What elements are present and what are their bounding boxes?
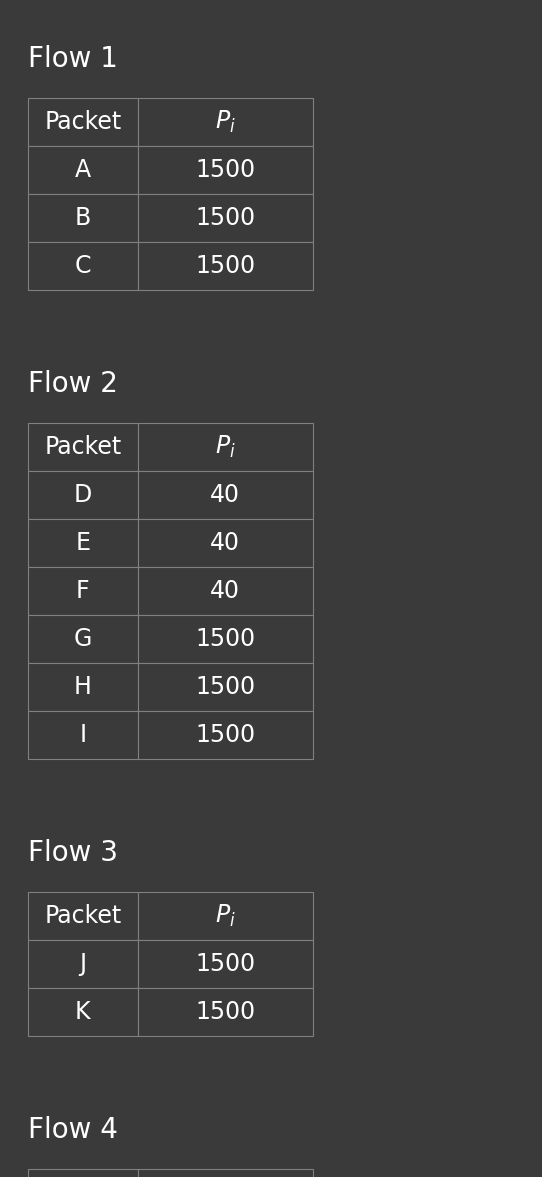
Bar	[28, 146, 138, 194]
Text: A: A	[75, 158, 91, 182]
Text: 1500: 1500	[195, 723, 255, 747]
Text: 1500: 1500	[195, 627, 255, 651]
Bar	[28, 940, 138, 988]
Text: $P_i$: $P_i$	[215, 434, 236, 460]
Text: 1500: 1500	[195, 1000, 255, 1024]
Bar	[138, 567, 313, 616]
Bar	[138, 616, 313, 663]
Text: Flow 3: Flow 3	[28, 839, 118, 867]
Text: I: I	[79, 723, 86, 747]
Bar	[138, 242, 313, 290]
Bar	[138, 711, 313, 759]
Bar	[138, 194, 313, 242]
Bar	[28, 663, 138, 711]
Bar	[138, 146, 313, 194]
Text: 40: 40	[210, 579, 240, 603]
Bar	[28, 98, 138, 146]
Text: 1500: 1500	[195, 952, 255, 976]
Bar	[28, 988, 138, 1036]
Bar	[28, 242, 138, 290]
Text: Flow 2: Flow 2	[28, 370, 118, 398]
Text: Flow 4: Flow 4	[28, 1116, 118, 1144]
Bar	[138, 98, 313, 146]
Text: 40: 40	[210, 483, 240, 507]
Text: H: H	[74, 674, 92, 699]
Bar	[138, 423, 313, 471]
Bar	[28, 423, 138, 471]
Text: F: F	[76, 579, 89, 603]
Bar	[138, 471, 313, 519]
Text: Packet: Packet	[44, 109, 121, 134]
Text: Packet: Packet	[44, 435, 121, 459]
Text: Packet: Packet	[44, 904, 121, 927]
Bar	[138, 940, 313, 988]
Text: 1500: 1500	[195, 206, 255, 230]
Bar	[28, 1169, 138, 1177]
Bar	[28, 471, 138, 519]
Bar	[28, 892, 138, 940]
Bar	[138, 988, 313, 1036]
Bar	[138, 892, 313, 940]
Bar	[28, 711, 138, 759]
Bar	[28, 616, 138, 663]
Bar	[138, 663, 313, 711]
Text: B: B	[75, 206, 91, 230]
Text: 40: 40	[210, 531, 240, 556]
Text: J: J	[79, 952, 86, 976]
Text: $P_i$: $P_i$	[215, 109, 236, 135]
Bar	[28, 194, 138, 242]
Text: 1500: 1500	[195, 158, 255, 182]
Bar	[138, 519, 313, 567]
Text: C: C	[75, 254, 91, 278]
Bar	[138, 1169, 313, 1177]
Text: K: K	[75, 1000, 91, 1024]
Text: Flow 1: Flow 1	[28, 45, 118, 73]
Text: 1500: 1500	[195, 674, 255, 699]
Text: D: D	[74, 483, 92, 507]
Text: $P_i$: $P_i$	[215, 903, 236, 929]
Bar	[28, 567, 138, 616]
Bar	[28, 519, 138, 567]
Text: E: E	[75, 531, 91, 556]
Text: 1500: 1500	[195, 254, 255, 278]
Text: G: G	[74, 627, 92, 651]
